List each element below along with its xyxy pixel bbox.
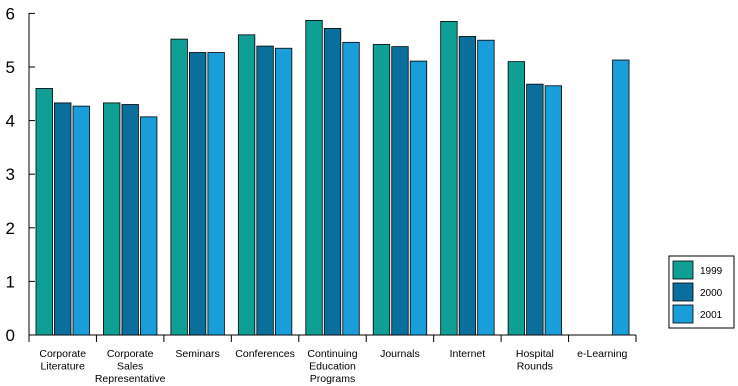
y-tick-label: 1 xyxy=(6,272,15,291)
legend-swatch xyxy=(672,282,694,302)
y-tick-label: 3 xyxy=(6,165,15,184)
category-label-line: Corporate xyxy=(39,348,86,360)
bar xyxy=(391,46,409,336)
category-label-line: Seminars xyxy=(175,348,219,360)
legend-label: 2001 xyxy=(700,310,723,321)
category-label-line: Hospital xyxy=(516,348,554,360)
category-label-line: Education xyxy=(309,361,356,373)
bar xyxy=(440,21,458,336)
y-tick-label: 5 xyxy=(6,58,15,77)
category-label: e-Learning xyxy=(577,348,627,360)
bar xyxy=(237,34,256,336)
bar xyxy=(72,105,90,336)
bar xyxy=(612,59,630,336)
legend-swatch xyxy=(672,260,694,280)
category-label-line: Conferences xyxy=(235,348,295,360)
bar xyxy=(188,52,207,336)
bar xyxy=(507,61,526,336)
category-label: Corporate Sales Representative xyxy=(95,348,166,385)
category-label: Corporate Literature xyxy=(39,348,86,373)
bar xyxy=(170,38,188,336)
category-label: Journals xyxy=(380,348,420,360)
category-label: Seminars xyxy=(175,348,219,360)
y-tick-label: 0 xyxy=(6,326,15,345)
category-label-line: Programs xyxy=(310,373,356,385)
bar xyxy=(323,28,342,336)
category-label: Internet xyxy=(450,348,486,360)
category-label-line: Journals xyxy=(380,348,420,360)
bar xyxy=(207,52,225,336)
bar xyxy=(103,102,121,336)
category-label-line: Rounds xyxy=(517,361,553,373)
bar xyxy=(121,104,139,336)
bar xyxy=(256,45,274,336)
x-axis xyxy=(28,334,637,342)
bar xyxy=(526,83,544,336)
bar xyxy=(458,36,477,336)
bar xyxy=(342,41,360,336)
category-label-line: Internet xyxy=(450,348,486,360)
bar xyxy=(35,88,53,336)
y-tick-label: 6 xyxy=(6,4,15,23)
legend-label: 2000 xyxy=(700,288,723,299)
legend-label: 1999 xyxy=(700,266,723,277)
category-label: Hospital Rounds xyxy=(516,348,554,373)
bar xyxy=(409,60,428,336)
bar xyxy=(54,102,72,336)
bar xyxy=(477,39,495,336)
bar xyxy=(274,47,293,336)
category-label: Continuing Education Programs xyxy=(307,348,357,385)
legend-swatch xyxy=(672,304,694,324)
bar xyxy=(372,44,391,336)
category-label-line: Corporate xyxy=(107,348,154,360)
category-label-line: Sales xyxy=(117,361,143,373)
category-label-line: Continuing xyxy=(307,348,357,360)
bar xyxy=(305,19,323,336)
category-label: Conferences xyxy=(235,348,295,360)
y-tick-label: 4 xyxy=(6,112,15,131)
category-label-line: Literature xyxy=(41,361,86,373)
category-label-line: Representative xyxy=(95,373,166,385)
bars xyxy=(35,19,630,336)
y-tick-label: 2 xyxy=(6,219,15,238)
bar xyxy=(544,85,563,336)
y-axis: 0 1 2 3 4 5 6 xyxy=(6,4,35,345)
category-label-line: e-Learning xyxy=(577,348,627,360)
legend: 1999 2000 2001 xyxy=(668,255,735,329)
bar xyxy=(140,116,158,336)
